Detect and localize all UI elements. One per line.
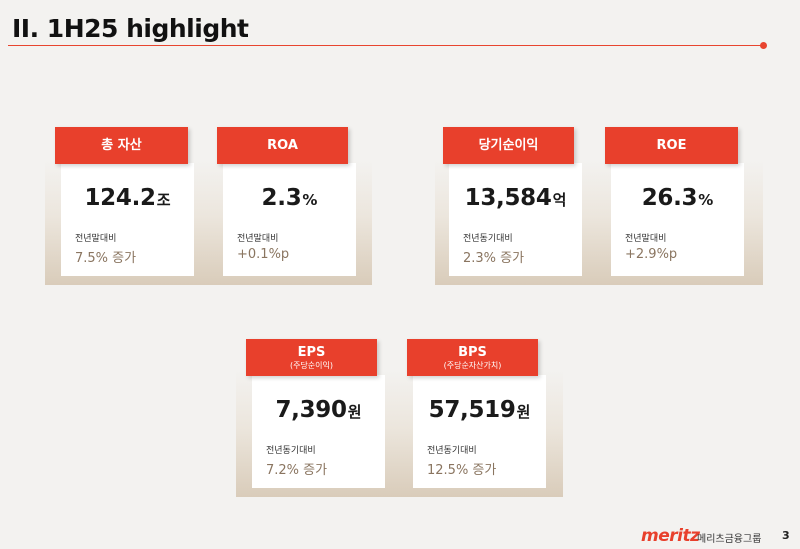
metric-value: 2.3% xyxy=(261,185,318,211)
metric-compare-value: 7.2% 증가 xyxy=(266,463,328,478)
metric-value: 13,584억 xyxy=(464,185,567,211)
metric-compare-value: 12.5% 증가 xyxy=(427,463,497,478)
metric-compare-value: 2.3% 증가 xyxy=(463,251,525,266)
metric-compare-label: 전년동기대비 xyxy=(266,446,316,456)
metric-card-header-total-assets: 총 자산 xyxy=(55,127,188,164)
metric-value: 57,519원 xyxy=(428,397,531,423)
metric-compare-label: 전년동기대비 xyxy=(427,446,477,456)
metric-card-bps: 57,519원 전년동기대비 12.5% 증가 xyxy=(413,375,546,488)
metric-card-header-net-income: 당기순이익 xyxy=(443,127,574,164)
footer-brand-name: 메리츠금융그룹 xyxy=(697,534,762,545)
metric-compare-label: 전년말대비 xyxy=(75,234,117,244)
metric-value: 26.3% xyxy=(641,185,714,211)
metric-card-net-income: 13,584억 전년동기대비 2.3% 증가 xyxy=(449,163,582,276)
metric-card-header-roa: ROA xyxy=(217,127,348,164)
metric-card-header-bps: BPS (주당순자산가치) xyxy=(407,339,538,376)
metric-card-eps: 7,390원 전년동기대비 7.2% 증가 xyxy=(252,375,385,488)
metric-card-roa: 2.3% 전년말대비 +0.1%p xyxy=(223,163,356,276)
metric-card-header-roe: ROE xyxy=(605,127,738,164)
metric-compare-value: +2.9%p xyxy=(625,247,678,262)
page-number: 3 xyxy=(782,529,790,542)
metric-value: 124.2조 xyxy=(84,185,171,211)
metric-card-header-eps: EPS (주당순이익) xyxy=(246,339,377,376)
metric-card-roe: 26.3% 전년말대비 +2.9%p xyxy=(611,163,744,276)
metric-card-total-assets: 124.2조 전년말대비 7.5% 증가 xyxy=(61,163,194,276)
metric-compare-label: 전년말대비 xyxy=(237,234,279,244)
title-divider xyxy=(8,45,763,46)
title-divider-dot xyxy=(760,42,767,49)
page-title: II. 1H25 highlight xyxy=(12,14,249,43)
metric-value: 7,390원 xyxy=(275,397,362,423)
metric-compare-label: 전년말대비 xyxy=(625,234,667,244)
meritz-logo: meritz xyxy=(641,526,700,546)
metric-compare-value: 7.5% 증가 xyxy=(75,251,137,266)
metric-compare-value: +0.1%p xyxy=(237,247,290,262)
metric-compare-label: 전년동기대비 xyxy=(463,234,513,244)
